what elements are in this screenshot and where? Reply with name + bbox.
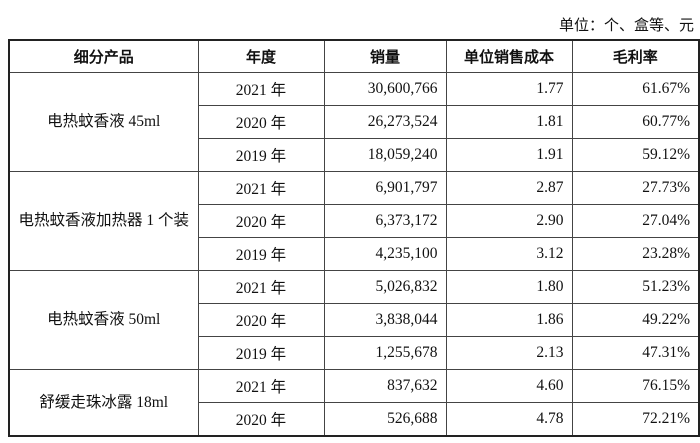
- header-row: 细分产品 年度 销量 单位销售成本 毛利率: [8, 39, 700, 73]
- sales-cell: 30,600,766: [323, 72, 447, 106]
- gross-margin-cell: 47.31%: [571, 336, 700, 370]
- year-cell: 2019 年: [197, 237, 325, 271]
- table-row: 2020 年 526,688 4.78 72.21%: [9, 402, 700, 437]
- sales-cell: 5,026,832: [323, 270, 447, 304]
- product-cell: 舒缓走珠冰露 18ml: [8, 369, 199, 437]
- table-row: 电热蚊香液 50ml 2021 年 5,026,832 1.80 51.23%: [8, 270, 700, 370]
- unit-cost-cell: 1.77: [445, 72, 573, 106]
- header-product: 细分产品: [8, 39, 199, 73]
- unit-cost-cell: 2.13: [445, 336, 573, 370]
- unit-cost-cell: 1.86: [445, 303, 573, 337]
- table-row: 2019 年 4,235,100 3.12 23.28%: [9, 237, 700, 271]
- table-row: 电热蚊香液 45ml 2021 年 30,600,766 1.77 61.67%: [8, 72, 700, 172]
- product-cell: 电热蚊香液 50ml: [8, 270, 199, 370]
- unit-cost-cell: 4.78: [445, 402, 573, 437]
- gross-margin-cell: 76.15%: [571, 369, 700, 403]
- year-cell: 2021 年: [197, 270, 325, 304]
- gross-margin-cell: 51.23%: [571, 270, 700, 304]
- gross-margin-cell: 61.67%: [571, 72, 700, 106]
- year-cell: 2020 年: [197, 303, 325, 337]
- year-cell: 2020 年: [197, 402, 325, 437]
- table-row: 2020 年 3,838,044 1.86 49.22%: [9, 303, 700, 337]
- gross-margin-cell: 27.73%: [571, 171, 700, 205]
- sales-cell: 6,901,797: [323, 171, 447, 205]
- unit-cost-cell: 4.60: [445, 369, 573, 403]
- product-sales-table: 细分产品 年度 销量 单位销售成本 毛利率 电热蚊香液 45ml 2021 年 30…: [8, 39, 700, 437]
- header-sales: 销量: [323, 39, 447, 73]
- gross-margin-cell: 23.28%: [571, 237, 700, 271]
- year-cell: 2020 年: [197, 204, 325, 238]
- table-row: 舒缓走珠冰露 18ml 2021 年 837,632 4.60 76.15%: [8, 369, 700, 437]
- sales-cell: 6,373,172: [323, 204, 447, 238]
- sales-cell: 1,255,678: [323, 336, 447, 370]
- year-cell: 2019 年: [197, 336, 325, 370]
- table-row: 2020 年 26,273,524 1.81 60.77%: [9, 105, 700, 139]
- unit-cost-cell: 2.90: [445, 204, 573, 238]
- product-cell: 电热蚊香液 45ml: [8, 72, 199, 172]
- table-row: 电热蚊香液加热器 1 个装 2021 年 6,901,797 2.87 27.73%: [8, 171, 700, 271]
- table-row: 2019 年 1,255,678 2.13 47.31%: [9, 336, 700, 370]
- unit-cost-cell: 2.87: [445, 171, 573, 205]
- sales-cell: 18,059,240: [323, 138, 447, 172]
- year-cell: 2020 年: [197, 105, 325, 139]
- year-cell: 2021 年: [197, 72, 325, 106]
- sales-cell: 526,688: [323, 402, 447, 437]
- gross-margin-cell: 59.12%: [571, 138, 700, 172]
- gross-margin-cell: 60.77%: [571, 105, 700, 139]
- table-row: 2020 年 6,373,172 2.90 27.04%: [9, 204, 700, 238]
- sales-cell: 4,235,100: [323, 237, 447, 271]
- sales-cell: 837,632: [323, 369, 447, 403]
- header-unit-cost: 单位销售成本: [445, 39, 573, 73]
- unit-cost-cell: 1.81: [445, 105, 573, 139]
- unit-cost-cell: 3.12: [445, 237, 573, 271]
- year-cell: 2019 年: [197, 138, 325, 172]
- gross-margin-cell: 49.22%: [571, 303, 700, 337]
- sales-cell: 3,838,044: [323, 303, 447, 337]
- sales-cell: 26,273,524: [323, 105, 447, 139]
- unit-cost-cell: 1.80: [445, 270, 573, 304]
- gross-margin-cell: 27.04%: [571, 204, 700, 238]
- header-gross-margin: 毛利率: [571, 39, 700, 73]
- header-year: 年度: [197, 39, 325, 73]
- year-cell: 2021 年: [197, 369, 325, 403]
- year-cell: 2021 年: [197, 171, 325, 205]
- unit-label: 单位：个、盒等、元: [558, 18, 694, 34]
- gross-margin-cell: 72.21%: [571, 402, 700, 437]
- table-row: 2019 年 18,059,240 1.91 59.12%: [9, 138, 700, 172]
- unit-cost-cell: 1.91: [445, 138, 573, 172]
- product-cell: 电热蚊香液加热器 1 个装: [8, 171, 199, 271]
